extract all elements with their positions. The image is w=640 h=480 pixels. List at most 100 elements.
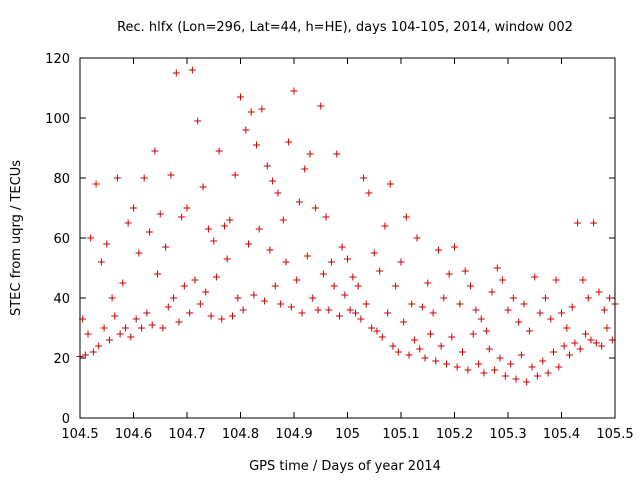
data-point: [263, 162, 271, 170]
data-point: [215, 147, 223, 155]
data-point: [327, 258, 335, 266]
data-point: [483, 327, 491, 335]
data-point: [392, 282, 400, 290]
data-point: [456, 300, 464, 308]
data-point: [89, 348, 97, 356]
data-point: [582, 330, 590, 338]
x-tick-label: 105.4: [543, 427, 580, 442]
data-point: [178, 213, 186, 221]
y-tick-label: 120: [45, 52, 70, 67]
data-point: [459, 348, 467, 356]
data-point: [154, 270, 162, 278]
data-point: [469, 330, 477, 338]
data-point: [87, 234, 95, 242]
data-point: [560, 342, 568, 350]
data-point: [204, 225, 212, 233]
data-point: [528, 363, 536, 371]
data-point: [464, 366, 472, 374]
data-point: [525, 327, 533, 335]
y-tick-label: 80: [53, 172, 70, 187]
data-point: [234, 294, 242, 302]
data-point: [113, 174, 121, 182]
data-point: [515, 318, 523, 326]
data-point: [242, 126, 250, 134]
data-point: [421, 354, 429, 362]
data-point: [121, 324, 129, 332]
data-point: [568, 303, 576, 311]
data-point: [512, 375, 520, 383]
data-point: [405, 351, 413, 359]
data-point: [266, 246, 274, 254]
data-point: [148, 321, 156, 329]
data-point: [386, 180, 394, 188]
y-axis-label: STEC from uqrg / TECUs: [9, 160, 24, 316]
data-point: [467, 282, 475, 290]
data-point: [491, 366, 499, 374]
y-tick-label: 20: [53, 352, 70, 367]
data-point: [287, 303, 295, 311]
data-point: [164, 303, 172, 311]
data-point: [533, 372, 541, 380]
data-point: [360, 174, 368, 182]
plot-frame: [79, 57, 616, 419]
data-point: [196, 300, 204, 308]
data-point: [453, 363, 461, 371]
data-point: [175, 318, 183, 326]
data-point: [480, 369, 488, 377]
data-point: [293, 276, 301, 284]
data-point: [539, 357, 547, 365]
data-point: [440, 294, 448, 302]
data-point: [558, 309, 565, 317]
data-point: [207, 312, 215, 320]
data-point: [566, 351, 574, 359]
data-point: [162, 243, 170, 251]
data-point: [274, 189, 282, 197]
data-point: [402, 213, 410, 221]
data-point: [523, 378, 531, 386]
data-point: [376, 267, 384, 275]
data-point: [346, 306, 354, 314]
data-point: [245, 240, 253, 248]
data-point: [95, 342, 103, 350]
data-point: [477, 315, 485, 323]
data-point: [341, 291, 349, 299]
data-point: [130, 204, 137, 212]
data-point: [389, 342, 397, 350]
data-point: [319, 270, 327, 278]
data-point: [223, 255, 231, 263]
data-point: [143, 309, 151, 317]
x-tick-label: 104.7: [168, 427, 205, 442]
data-point: [442, 360, 450, 368]
data-point: [183, 204, 191, 212]
data-point: [151, 147, 159, 155]
data-point: [81, 351, 89, 359]
data-point: [311, 204, 319, 212]
data-point: [108, 294, 116, 302]
data-point: [97, 258, 105, 266]
data-point: [111, 312, 119, 320]
data-point: [544, 369, 552, 377]
data-points: [76, 66, 619, 386]
data-point: [418, 303, 426, 311]
data-point: [231, 171, 239, 179]
data-point: [592, 339, 600, 347]
data-point: [397, 258, 405, 266]
data-point: [167, 171, 175, 179]
data-point: [306, 150, 314, 158]
data-point: [282, 258, 290, 266]
data-point: [448, 333, 456, 341]
x-tick-label: 105.1: [382, 427, 419, 442]
data-point: [100, 324, 108, 332]
data-point: [239, 306, 247, 314]
data-point: [330, 282, 338, 290]
data-point: [103, 240, 111, 248]
data-point: [295, 198, 303, 206]
data-point: [488, 288, 496, 296]
data-point: [210, 237, 218, 245]
x-tick-label: 105.2: [436, 427, 473, 442]
data-point: [194, 117, 202, 125]
y-tick-label: 0: [62, 412, 70, 427]
data-point: [349, 273, 357, 281]
x-tick-label: 104.5: [61, 427, 98, 442]
data-point: [461, 267, 469, 275]
